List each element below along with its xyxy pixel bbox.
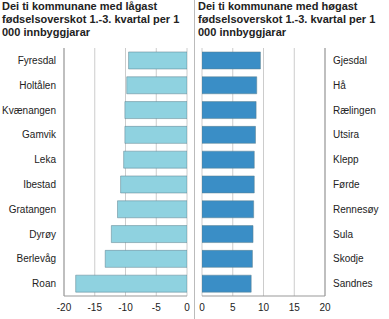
svg-text:Holtålen: Holtålen [19, 80, 56, 91]
svg-text:Kvænangen: Kvænangen [8, 105, 56, 116]
svg-text:Dyrøy: Dyrøy [29, 229, 56, 240]
svg-text:Sandnes: Sandnes [333, 278, 372, 289]
svg-text:0: 0 [199, 302, 205, 313]
svg-text:Gjesdal: Gjesdal [333, 55, 367, 66]
svg-text:Utsira: Utsira [333, 129, 360, 140]
svg-text:Gratangen: Gratangen [9, 204, 56, 215]
svg-text:Berlevåg: Berlevåg [17, 253, 56, 264]
svg-text:Ibestad: Ibestad [23, 179, 56, 190]
svg-text:Leka: Leka [34, 154, 56, 165]
svg-text:Rælingen: Rælingen [333, 105, 376, 116]
svg-text:20: 20 [319, 302, 331, 313]
svg-text:-10: -10 [118, 302, 133, 313]
svg-text:0: 0 [184, 302, 190, 313]
svg-text:Førde: Førde [333, 179, 360, 190]
svg-text:Klepp: Klepp [333, 154, 359, 165]
html-text:Dei ti kommunane med lågast fø: Dei ti kommunane med lågast fødselsovers… [2, 0, 180, 38]
svg-text:10: 10 [258, 302, 270, 313]
svg-text:Rennesøy: Rennesøy [333, 204, 379, 215]
svg-text:Gamvik: Gamvik [22, 129, 57, 140]
svg-text:Roan: Roan [32, 278, 56, 289]
svg-text:5: 5 [230, 302, 236, 313]
svg-text:-5: -5 [152, 302, 161, 313]
svg-text:Sula: Sula [333, 229, 353, 240]
svg-text:15: 15 [289, 302, 301, 313]
svg-text:Hå: Hå [333, 80, 346, 91]
svg-text:Fyresdal: Fyresdal [18, 55, 56, 66]
svg-text:-15: -15 [88, 302, 103, 313]
svg-text:Skodje: Skodje [333, 253, 364, 264]
svg-text:-20: -20 [57, 302, 72, 313]
html-text:Dei ti kommunane med høgast fø: Dei ti kommunane med høgast fødselsovers… [198, 0, 376, 38]
